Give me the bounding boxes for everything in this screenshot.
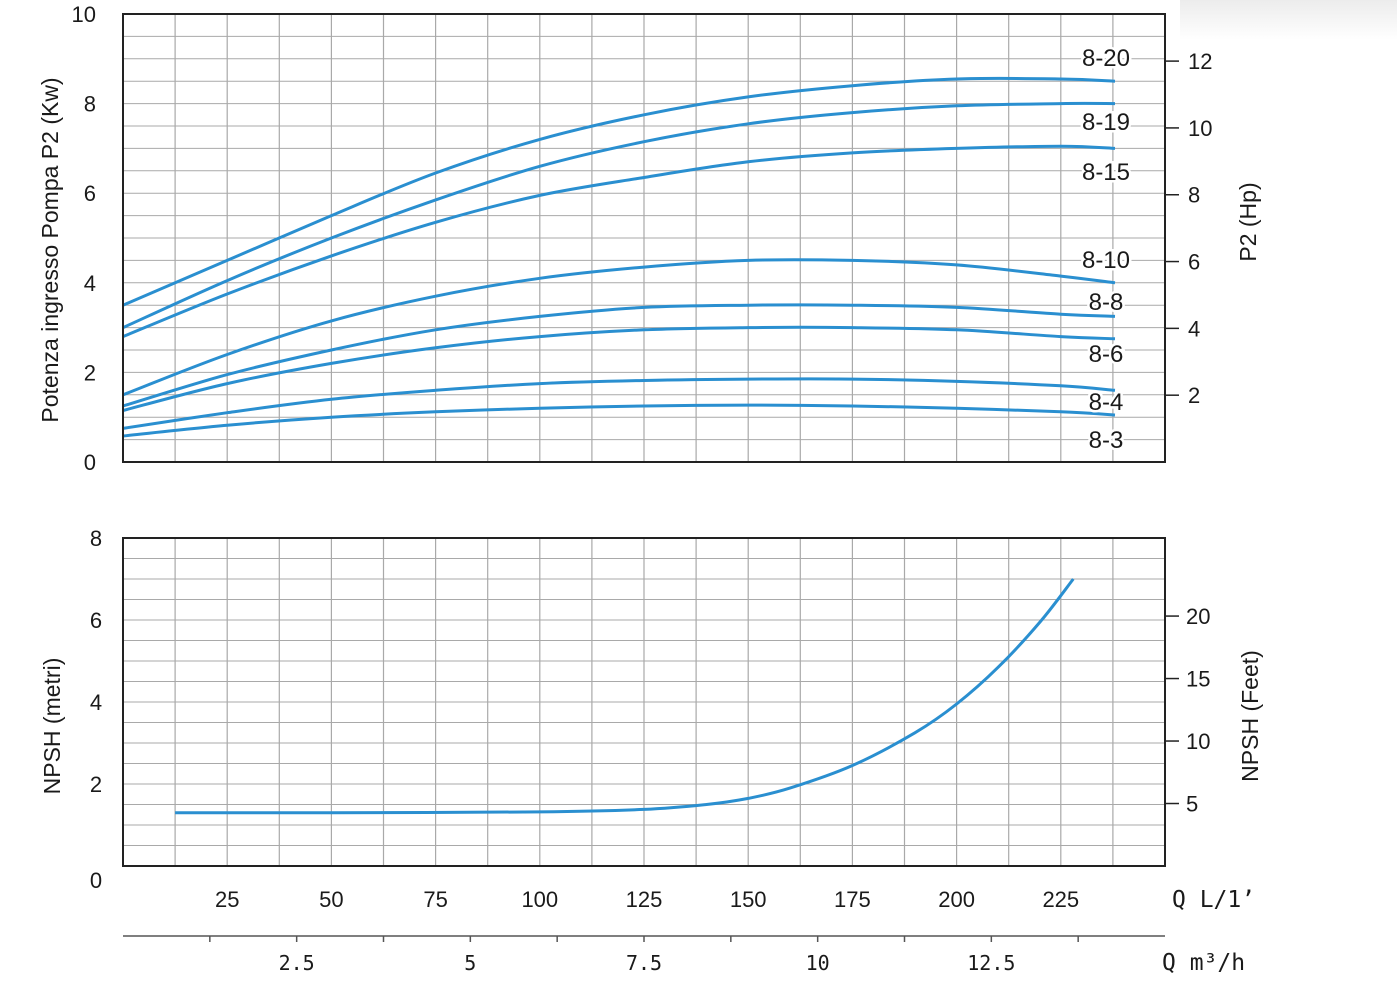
series-label-8-8: 8-8 [1089,289,1124,316]
power-y-tick-label-right: 12 [1188,49,1212,74]
power-y-tick-label-right: 4 [1188,316,1200,341]
power-y-tick-label: 10 [72,2,96,27]
npsh-y-tick-label: 2 [90,772,102,797]
power-y-tick-label: 8 [84,92,96,117]
series-label-8-3: 8-3 [1089,427,1124,454]
x-axis-title-m3h: Q m³/h [1162,950,1245,976]
curve-8-15 [122,144,1116,338]
npsh-y-tick-label-right: 5 [1186,792,1198,817]
power-y-tick-label-right: 6 [1188,250,1200,275]
flow-m3h-tick-label: 7.5 [626,951,662,975]
npsh-chart-curves [175,578,1075,815]
flow-x-tick-label: 125 [626,887,663,912]
power-y-tick-label: 2 [84,360,96,385]
curve-8-4 [122,377,1116,430]
series-label-8-15: 8-15 [1082,159,1130,186]
power-y-tick-label: 6 [84,181,96,206]
curve-8-6 [122,325,1116,412]
power-y-tick-label-right: 2 [1188,383,1200,408]
flow-m3h-tick-label: 12.5 [967,951,1015,975]
flow-x-tick-label: 200 [938,887,975,912]
flow-m3h-axis: 2.5 5 7.5 10 12.5 Q m³/h [123,935,1245,976]
flow-m3h-tick-label: 2.5 [279,951,315,975]
power-chart-frame [122,13,1166,463]
series-label-8-20: 8-20 [1082,45,1130,72]
power-chart-curves [122,76,1116,438]
npsh-y-tick-label: 4 [90,690,102,715]
power-y-tick-label: 4 [84,271,96,296]
npsh-chart-frame [122,537,1166,867]
npsh-y-axis-title-right: NPSH (Feet) [1237,650,1263,782]
flow-x-tick-label: 75 [423,887,447,912]
npsh-y-ticks-right: 5 10 15 20 [1165,604,1210,817]
flow-x-tick-label: 100 [521,887,558,912]
power-y-axis-title: Potenza ingresso Pompa P2 (Kw) [37,77,63,422]
curve-8-19 [122,101,1116,329]
curve-8-3 [122,403,1116,438]
npsh-y-axis-title: NPSH (metri) [39,658,65,795]
curve-8-20 [122,76,1116,307]
npsh-y-tick-label: 0 [90,868,102,893]
power-y-tick-label-right: 10 [1188,116,1212,141]
x-axis-title-lpm: Q L/1’ [1172,887,1255,913]
curve-npsh [175,578,1075,815]
npsh-y-tick-label-right: 15 [1186,667,1210,692]
flow-x-tick-label: 225 [1042,887,1079,912]
flow-m3h-tick-label: 5 [464,951,476,975]
power-y-tick-label: 0 [84,450,96,475]
power-y-axis-title-right: P2 (Hp) [1235,182,1261,261]
npsh-chart: 0 2 4 6 8 5 10 15 20 25 50 75 100 125 150 175 200 225 N… [39,526,1263,913]
npsh-y-tick-label: 6 [90,608,102,633]
flow-x-tick-label: 150 [730,887,767,912]
curve-8-10 [122,258,1116,397]
flow-m3h-ticks: 2.5 5 7.5 10 12.5 [209,936,1079,975]
npsh-y-tick-label-right: 10 [1186,729,1210,754]
series-label-8-6: 8-6 [1089,341,1124,368]
npsh-y-tick-label-right: 20 [1186,604,1210,629]
npsh-y-ticks: 0 2 4 6 8 [90,526,102,893]
power-y-ticks: 0 2 4 6 8 10 [72,2,96,475]
series-label-8-10: 8-10 [1082,247,1130,274]
npsh-y-tick-label: 8 [90,526,102,551]
curve-8-8 [122,303,1116,408]
flow-m3h-tick-label: 10 [806,951,830,975]
series-label-8-19: 8-19 [1082,109,1130,136]
series-labels: 8-20 8-19 8-15 8-10 8-8 8-6 8-4 8-3 [1079,43,1132,457]
flow-x-ticks: 25 50 75 100 125 150 175 200 225 [215,887,1079,912]
power-y-tick-label-right: 8 [1188,183,1200,208]
series-label-8-4: 8-4 [1089,389,1124,416]
flow-x-tick-label: 25 [215,887,239,912]
flow-x-tick-label: 50 [319,887,343,912]
flow-x-tick-label: 175 [834,887,871,912]
power-y-ticks-right: 2 4 6 8 10 12 [1165,49,1212,408]
npsh-chart-grid [123,538,1165,866]
